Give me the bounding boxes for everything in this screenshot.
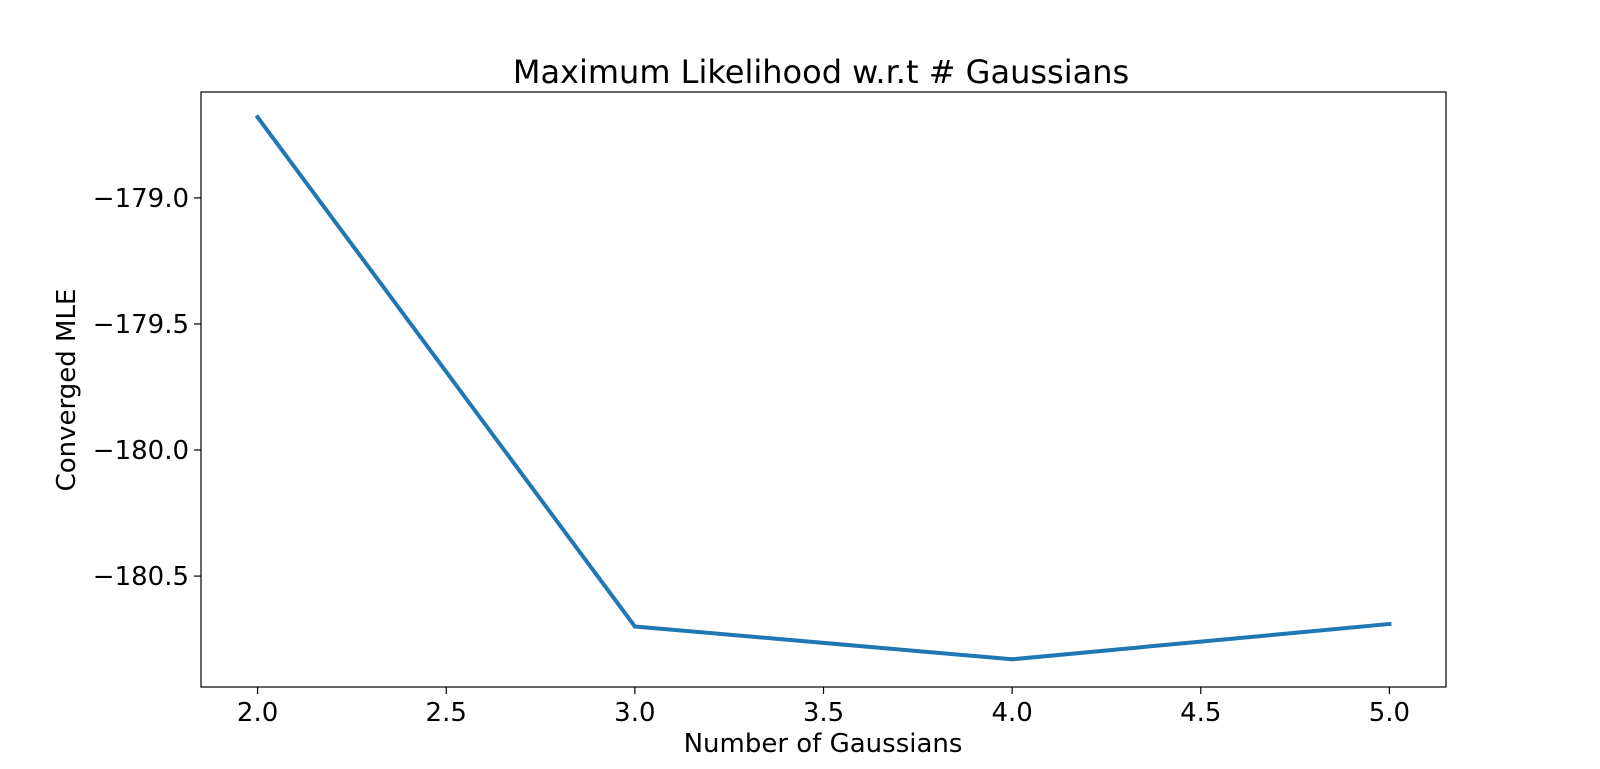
- series-layer: [254, 114, 1392, 662]
- data-point: [1387, 621, 1392, 626]
- y-tick-label: −179.0: [93, 184, 189, 214]
- y-tick-label: −179.5: [93, 310, 189, 340]
- y-axis-ticks: −179.0 −179.5 −180.0 −180.5: [93, 184, 201, 592]
- x-tick-label: 4.5: [1180, 698, 1221, 728]
- x-tick-label: 3.5: [803, 698, 844, 728]
- data-point: [1010, 657, 1015, 662]
- x-tick-label: 2.0: [237, 698, 278, 728]
- x-tick-label: 2.5: [426, 698, 467, 728]
- x-axis-ticks: 2.0 2.5 3.0 3.5 4.0 4.5 5.0: [237, 687, 1410, 728]
- x-tick-label: 4.0: [991, 698, 1032, 728]
- x-tick-label: 5.0: [1369, 698, 1410, 728]
- x-axis-label: Number of Gaussians: [684, 729, 963, 759]
- plot-area-frame: [200, 91, 1447, 688]
- data-point: [632, 624, 637, 629]
- x-tick-label: 3.0: [614, 698, 655, 728]
- chart-title: Maximum Likelihood w.r.t # Gaussians: [513, 53, 1129, 91]
- y-axis-label: Converged MLE: [52, 289, 82, 492]
- series-line: [254, 114, 1392, 662]
- data-point: [255, 115, 260, 120]
- y-tick-label: −180.5: [93, 562, 189, 592]
- y-tick-label: −180.0: [93, 436, 189, 466]
